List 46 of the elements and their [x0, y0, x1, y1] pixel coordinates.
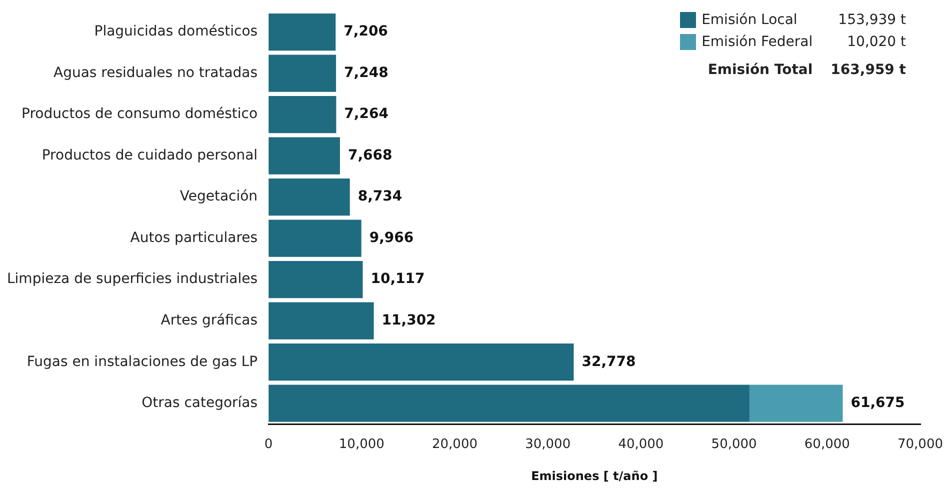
x-tick-label: 30,000 [525, 437, 571, 452]
x-tick-label: 40,000 [618, 437, 664, 452]
y-tick-label: Vegetación [180, 188, 258, 205]
total-label: 7,206 [344, 24, 388, 40]
bar [268, 96, 336, 134]
bar [268, 137, 340, 174]
total-label: 7,248 [344, 64, 388, 81]
bar [749, 384, 843, 422]
total-label: 32,778 [582, 354, 636, 370]
bar [268, 13, 336, 51]
total-label: 9,966 [369, 230, 414, 246]
x-axis-title: Emisiones [ t/año ] [531, 468, 658, 483]
total-label: 8,734 [358, 188, 402, 205]
total-label: 10,117 [370, 271, 425, 288]
y-tick-label: Productos de cuidado personal [42, 147, 258, 164]
annotation: 153,939 t [837, 12, 906, 28]
y-tick-label: Plaguicidas domésticos [94, 24, 258, 40]
y-tick-label: Limpieza de superficies industriales [6, 271, 258, 288]
y-tick-label: Artes gráficas [160, 312, 258, 328]
x-tick-label: 60,000 [804, 437, 850, 452]
annotation: 10,020 t [846, 34, 906, 50]
bar [268, 302, 374, 340]
bar [268, 344, 574, 381]
x-tick-label: 0 [264, 437, 273, 452]
total-label: 61,675 [850, 395, 905, 412]
y-tick-label: Autos particulares [130, 230, 258, 246]
x-tick-label: 70,000 [898, 437, 944, 452]
bar [268, 178, 350, 216]
bar [268, 54, 336, 92]
total-label: 7,264 [344, 106, 389, 122]
total-label: 11,302 [382, 312, 436, 328]
bar [268, 384, 750, 422]
x-tick-label: 50,000 [711, 437, 757, 452]
total-label: 7,668 [348, 147, 392, 164]
y-tick-label: Otras categorías [142, 395, 258, 412]
legend-label: Emisión Local [702, 12, 798, 28]
y-tick-label: Fugas en instalaciones de gas LP [26, 354, 258, 370]
bar [268, 220, 362, 257]
y-tick-label: Aguas residuales no tratadas [54, 64, 258, 81]
x-tick-label: 10,000 [338, 437, 384, 452]
bar [268, 261, 363, 298]
legend-label: Emisión Federal [702, 34, 813, 50]
x-tick-label: 20,000 [432, 437, 478, 452]
annotation: Emisión Total [706, 62, 813, 78]
y-tick-label: Productos de consumo doméstico [22, 106, 258, 122]
annotation: 163,959 t [830, 62, 906, 78]
